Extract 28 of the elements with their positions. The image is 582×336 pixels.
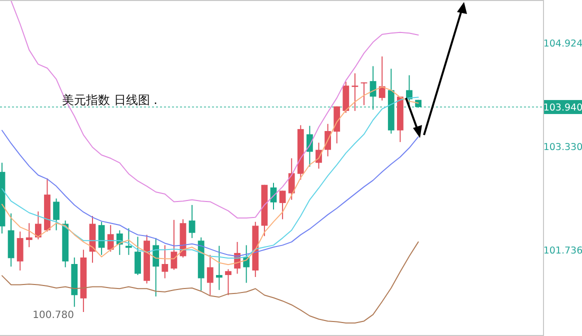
y-tick-label: 103.330	[543, 142, 582, 154]
candlestick	[188, 204, 196, 239]
candlestick	[35, 210, 42, 240]
candlestick	[378, 56, 386, 102]
candlestick	[16, 231, 24, 271]
annotation: 美元指数 日线图 .	[62, 93, 158, 107]
candlestick	[98, 221, 105, 256]
candlestick	[225, 268, 232, 296]
candlestick	[206, 254, 214, 296]
candlestick	[26, 222, 32, 248]
candlestick	[288, 158, 295, 200]
candlestick	[134, 236, 141, 276]
candlestick	[162, 244, 168, 279]
annotation: 100.780	[32, 310, 74, 321]
y-tick-label: 104.924	[543, 38, 582, 50]
candlestick	[352, 72, 358, 112]
candlestick	[216, 245, 222, 290]
candlestick	[370, 66, 376, 110]
candlestick	[279, 190, 286, 220]
y-tick-label: 103.940	[543, 102, 582, 114]
candlestick	[152, 238, 160, 297]
line-series	[10, 0, 419, 218]
candlestick	[126, 228, 132, 256]
candlestick	[360, 82, 368, 106]
candlestick	[107, 224, 114, 252]
line-series	[2, 241, 419, 324]
y-tick-label: 101.736	[543, 245, 582, 256]
candlestick	[53, 198, 60, 231]
